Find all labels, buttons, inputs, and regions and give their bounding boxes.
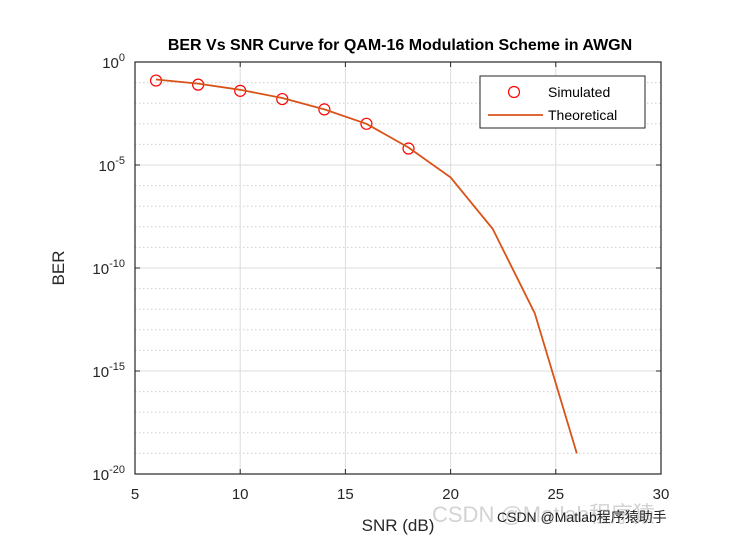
legend-box <box>479 75 646 129</box>
legend-simulated-label: Simulated <box>548 84 610 100</box>
watermark-large: CSDN @Matlab程序猿 <box>432 502 655 527</box>
legend: Simulated Theoretical <box>479 75 646 129</box>
x-axis-label: SNR (dB) <box>362 516 435 535</box>
x-tick-label: 30 <box>653 486 670 503</box>
x-tick-label: 20 <box>442 486 459 503</box>
series-line-theoretical <box>155 78 578 454</box>
y-tick-label: 10-5 <box>99 155 125 175</box>
simulated-point <box>360 117 373 130</box>
chart-title: BER Vs SNR Curve for QAM-16 Modulation S… <box>168 37 632 54</box>
plot-series <box>149 74 578 454</box>
x-tick-label: 15 <box>337 486 354 503</box>
y-tick-label: 100 <box>102 52 125 72</box>
x-tick-label: 25 <box>547 486 564 503</box>
y-tick-label: 10-20 <box>92 464 125 484</box>
watermark-small: CSDN @Matlab程序猿助手 <box>497 509 667 525</box>
legend-simulated-marker <box>507 85 521 99</box>
legend-theoretical-label: Theoretical <box>548 107 617 123</box>
y-tick-label: 10-10 <box>92 258 125 278</box>
simulated-point <box>318 103 331 116</box>
grid-lines <box>135 62 661 474</box>
x-tick-label: 10 <box>232 486 249 503</box>
axes-frame <box>134 61 662 475</box>
y-tick-label: 10-15 <box>92 361 125 381</box>
y-axis-label: BER <box>49 251 68 286</box>
tick-labels: 5 10 15 20 25 30 100 10-5 10-10 10-15 10-20 <box>92 52 669 503</box>
x-tick-label: 5 <box>131 486 139 503</box>
simulated-point <box>402 142 415 155</box>
